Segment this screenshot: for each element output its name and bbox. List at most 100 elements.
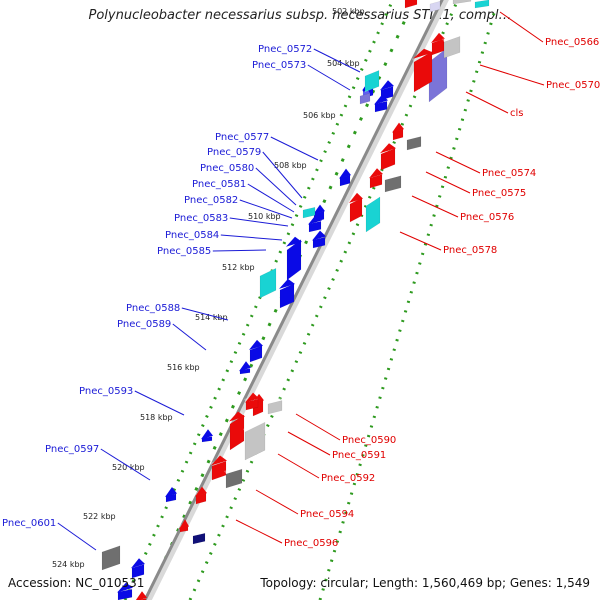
gene-label-right: Pnec_0590 — [342, 435, 396, 446]
gene-label-right: Pnec_0592 — [321, 473, 375, 484]
backbone — [143, 0, 444, 600]
gene-cyan-0 — [363, 67, 380, 93]
tick-label: 502 kbp — [332, 7, 365, 16]
gene-label-left: Pnec_0593 — [79, 386, 133, 397]
outer-dotted-track — [123, 0, 395, 600]
leader-line — [270, 136, 319, 161]
gene-label-right: cls — [510, 108, 524, 119]
gene-label-left: Pnec_0597 — [45, 444, 99, 455]
tick-label: 506 kbp — [303, 111, 336, 120]
gene-red-11 — [178, 519, 189, 533]
gene-blue-9 — [248, 339, 263, 363]
gene-lavender-0 — [358, 90, 371, 105]
tick-label: 516 kbp — [167, 363, 200, 372]
gene-label-right: Pnec_0570 — [546, 80, 600, 91]
tick-label: 522 kbp — [83, 512, 116, 521]
inner-dotted-track-left — [188, 0, 460, 600]
gene-red-0 — [430, 32, 445, 56]
leader-line — [425, 171, 471, 194]
leader-line — [134, 390, 185, 416]
gene-red-7 — [244, 392, 259, 411]
leader-line — [239, 199, 293, 219]
gene-label-left: Pnec_0581 — [192, 179, 246, 190]
gene-blue-7 — [285, 236, 302, 281]
leader-line — [255, 489, 299, 515]
gene-red-9 — [210, 455, 227, 481]
gene-gray-dark-3 — [100, 542, 121, 571]
gene-gray-dark-1 — [383, 172, 402, 193]
tick-label: 508 kbp — [274, 161, 307, 170]
gene-gray-light-0 — [442, 33, 461, 59]
gene-cyan-1 — [301, 204, 316, 219]
gene-gray-dark-2 — [224, 466, 243, 489]
gene-label-left: Pnec_0572 — [258, 44, 312, 55]
accession-text: Accession: NC_010531 — [8, 576, 145, 590]
leader-line — [277, 453, 320, 479]
gene-label-right: Pnec_0578 — [443, 245, 497, 256]
tick-label: 520 kbp — [112, 463, 145, 472]
genome-summary-text: Topology: circular; Length: 1,560,469 bp… — [260, 576, 590, 590]
map-title: Polynucleobacter necessarius subsp. nece… — [88, 8, 512, 23]
gene-blue-12 — [164, 486, 177, 503]
gene-label-left: Pnec_0585 — [157, 246, 211, 257]
gene-red-5 — [348, 192, 363, 223]
gene-cyan-3 — [364, 193, 381, 233]
leader-line — [313, 48, 361, 73]
gene-red-4 — [368, 168, 383, 189]
leader-line — [295, 413, 341, 441]
leader-line — [229, 217, 289, 227]
gene-red-12 — [134, 591, 147, 600]
gene-red-13 — [404, 0, 418, 9]
gene-label-left: Pnec_0573 — [252, 60, 306, 71]
leader-line — [220, 234, 283, 241]
gene-lavender-2 — [428, 0, 441, 13]
gene-red-10 — [194, 486, 207, 505]
leader-line — [100, 448, 151, 481]
gene-gray-light-1 — [266, 397, 283, 415]
gene-label-left: Pnec_0579 — [207, 147, 261, 158]
gene-label-left: Pnec_0588 — [126, 303, 180, 314]
gene-gray-light-3 — [452, 0, 472, 5]
gene-gray-light-2 — [243, 419, 266, 461]
leader-line — [255, 167, 297, 206]
leader-line — [435, 151, 481, 174]
leader-line — [181, 307, 229, 321]
leader-line — [287, 431, 331, 456]
leader-line — [307, 64, 351, 91]
gene-label-left: Pnec_0582 — [184, 195, 238, 206]
leader-line — [399, 231, 442, 251]
gene-red-1 — [412, 48, 433, 93]
leader-line — [465, 91, 509, 114]
tick-label: 510 kbp — [248, 212, 281, 221]
gene-label-left: Pnec_0583 — [174, 213, 228, 224]
gene-blue-4 — [311, 230, 326, 249]
gene-blue-2 — [373, 94, 388, 113]
gene-navy-0 — [191, 530, 206, 545]
gene-label-left: Pnec_0589 — [117, 319, 171, 330]
gene-label-right: Pnec_0575 — [472, 188, 526, 199]
tick-dash-track — [145, 19, 407, 600]
gene-blue-11 — [200, 429, 213, 443]
backbone-shadow — [144, 0, 449, 600]
gene-red-2 — [391, 122, 404, 141]
gene-label-right: Pnec_0566 — [545, 37, 599, 48]
leader-line — [212, 249, 267, 252]
gene-label-left: Pnec_0580 — [200, 163, 254, 174]
leader-line — [57, 522, 97, 551]
gene-red-3 — [379, 143, 396, 171]
gene-label-right: Pnec_0591 — [332, 450, 386, 461]
tick-label: 512 kbp — [222, 263, 255, 272]
gene-blue-6 — [312, 204, 325, 223]
leader-line — [499, 11, 544, 43]
gene-blue-10 — [238, 361, 251, 375]
leader-line — [411, 195, 459, 218]
gene-gray-dark-0 — [405, 133, 422, 151]
gene-label-left: Pnec_0577 — [215, 132, 269, 143]
leader-line — [235, 519, 283, 544]
tick-label: 518 kbp — [140, 413, 173, 422]
gene-red-8 — [228, 411, 245, 451]
leader-line — [247, 183, 295, 213]
gene-label-right: Pnec_0594 — [300, 509, 354, 520]
